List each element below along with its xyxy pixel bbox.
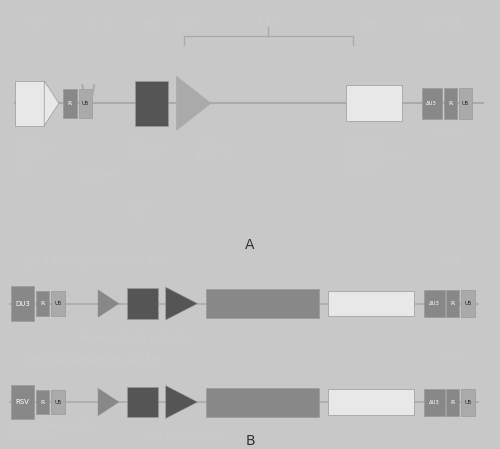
Bar	[328, 291, 414, 316]
Text: woodchuck
hepatitis virus
posttranscriptional
regulatory
element: woodchuck hepatitis virus posttranscript…	[346, 141, 412, 177]
Bar	[444, 88, 457, 119]
Text: Tat is not required: Tat is not required	[142, 431, 218, 440]
Text: U5: U5	[464, 400, 472, 405]
Text: B: B	[245, 434, 255, 448]
Bar	[78, 89, 92, 118]
Bar	[458, 88, 472, 119]
Text: RSV: RSV	[16, 399, 30, 405]
Bar	[36, 291, 49, 316]
Text: RRE: RRE	[141, 20, 158, 29]
Bar	[126, 288, 158, 319]
Text: DU3: DU3	[15, 300, 30, 307]
Bar	[51, 291, 65, 316]
Bar	[206, 289, 318, 318]
Bar	[422, 88, 442, 119]
Bar	[63, 89, 76, 118]
Text: 2nd Generation vector: 2nd Generation vector	[24, 255, 166, 269]
Text: cPPT: cPPT	[179, 20, 199, 29]
Text: A: A	[245, 238, 255, 252]
Text: Constitutive promoter
RSV or CMV: Constitutive promoter RSV or CMV	[10, 421, 94, 441]
Text: SIN: SIN	[442, 354, 460, 364]
Text: R: R	[68, 101, 72, 106]
Text: SIN: SIN	[442, 255, 460, 265]
Text: Splice
Donor
Site: Splice Donor Site	[132, 198, 152, 219]
Text: U5: U5	[82, 101, 89, 106]
Bar	[446, 388, 459, 416]
Text: U5: U5	[54, 400, 62, 405]
Bar	[346, 85, 402, 121]
Text: 5'LTR: 5'LTR	[26, 20, 48, 29]
Bar	[424, 388, 444, 416]
Text: wPRE: wPRE	[356, 20, 379, 29]
Text: SIN3'LTR: SIN3'LTR	[426, 20, 462, 29]
Text: U5: U5	[54, 301, 62, 306]
Bar	[461, 290, 475, 317]
Text: central
polypurine
tract: central polypurine tract	[197, 141, 234, 163]
Text: pHR' SIN-18: pHR' SIN-18	[430, 130, 466, 135]
Text: Requires Tat for production: Requires Tat for production	[81, 333, 194, 342]
Text: ΔU3: ΔU3	[429, 301, 440, 306]
Text: ΔU3: ΔU3	[429, 400, 440, 405]
Text: Ψ: Ψ	[88, 20, 94, 29]
Bar	[135, 81, 168, 126]
Text: Rev
responsive
element: Rev responsive element	[132, 141, 169, 163]
Bar	[51, 390, 65, 414]
Bar	[15, 81, 44, 126]
Text: 8 KB: 8 KB	[257, 15, 280, 25]
Bar	[36, 390, 49, 414]
Bar	[126, 387, 158, 418]
Text: R: R	[448, 101, 452, 106]
Bar	[206, 387, 318, 417]
Bar	[424, 290, 444, 317]
Polygon shape	[166, 386, 198, 418]
Text: R: R	[450, 400, 455, 405]
Text: Packaging
Region: Packaging Region	[81, 171, 116, 184]
Bar	[11, 385, 34, 419]
Bar	[461, 388, 475, 416]
Text: SD: SD	[102, 20, 114, 29]
Polygon shape	[176, 76, 211, 130]
Text: U5: U5	[462, 101, 469, 106]
Bar	[328, 389, 414, 414]
Bar	[11, 286, 34, 321]
Bar	[446, 290, 459, 317]
Text: U5: U5	[464, 301, 472, 306]
Polygon shape	[166, 287, 198, 320]
Text: 3rd Generation vector: 3rd Generation vector	[24, 354, 163, 367]
Text: R: R	[40, 301, 45, 306]
Polygon shape	[44, 81, 59, 126]
Text: 3rd Gen
Constitutive
Promoter:
RSV
CMV: 3rd Gen Constitutive Promoter: RSV CMV	[15, 141, 57, 177]
Text: R: R	[40, 400, 45, 405]
Polygon shape	[98, 290, 118, 317]
Polygon shape	[98, 388, 118, 416]
Text: ΔU3: ΔU3	[426, 101, 437, 106]
Text: R: R	[450, 301, 455, 306]
